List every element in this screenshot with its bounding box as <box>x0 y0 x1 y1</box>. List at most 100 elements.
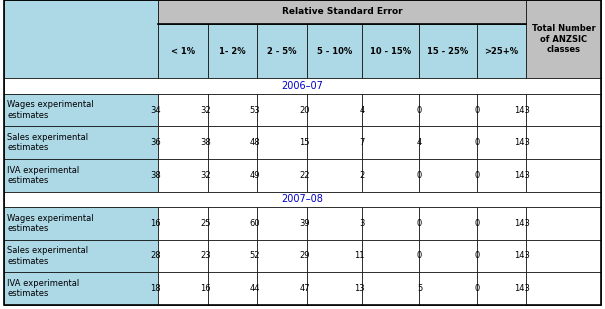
Text: 2006–07: 2006–07 <box>281 81 324 91</box>
Text: 29: 29 <box>299 252 310 260</box>
Text: 11: 11 <box>354 252 365 260</box>
Bar <box>419 272 477 305</box>
Bar <box>307 94 362 126</box>
Bar <box>158 24 208 78</box>
Bar <box>526 0 601 78</box>
Text: 49: 49 <box>250 171 260 180</box>
Text: 143: 143 <box>514 105 529 115</box>
Text: 10 - 15%: 10 - 15% <box>370 47 411 56</box>
Bar <box>4 126 158 159</box>
Text: 39: 39 <box>299 219 310 228</box>
Bar <box>362 126 419 159</box>
Bar <box>307 159 362 192</box>
Text: 38: 38 <box>150 171 161 180</box>
Bar <box>158 272 208 305</box>
Text: 13: 13 <box>354 284 365 293</box>
Bar <box>208 126 257 159</box>
Text: 0: 0 <box>474 284 480 293</box>
Text: 34: 34 <box>151 105 161 115</box>
Bar <box>4 207 158 240</box>
Text: 2: 2 <box>359 171 365 180</box>
Bar <box>477 272 526 305</box>
Bar <box>208 207 257 240</box>
Bar <box>307 207 362 240</box>
Bar <box>477 159 526 192</box>
Bar <box>526 159 601 192</box>
Text: 0: 0 <box>474 219 480 228</box>
Text: 16: 16 <box>200 284 211 293</box>
Text: 16: 16 <box>151 219 161 228</box>
Text: 28: 28 <box>151 252 161 260</box>
Bar <box>307 272 362 305</box>
Text: 0: 0 <box>417 219 422 228</box>
Text: 143: 143 <box>514 171 529 180</box>
Text: 32: 32 <box>200 105 211 115</box>
Bar <box>477 207 526 240</box>
Text: 0: 0 <box>417 105 422 115</box>
Bar <box>362 272 419 305</box>
Text: 20: 20 <box>299 105 310 115</box>
Bar <box>4 159 158 192</box>
Text: 143: 143 <box>514 284 529 293</box>
Bar <box>362 207 419 240</box>
Text: 4: 4 <box>359 105 365 115</box>
Text: 38: 38 <box>200 138 211 147</box>
Text: 2 - 5%: 2 - 5% <box>267 47 297 56</box>
Text: < 1%: < 1% <box>171 47 195 56</box>
Bar <box>419 24 477 78</box>
Text: 7: 7 <box>359 138 365 147</box>
Bar <box>419 240 477 272</box>
Text: 0: 0 <box>417 252 422 260</box>
Text: 1- 2%: 1- 2% <box>219 47 246 56</box>
Bar <box>257 207 307 240</box>
Bar <box>307 126 362 159</box>
Text: 143: 143 <box>514 219 529 228</box>
Text: Wages experimental
estimates: Wages experimental estimates <box>7 214 94 233</box>
Text: 143: 143 <box>514 138 529 147</box>
Text: 44: 44 <box>250 284 260 293</box>
Bar <box>158 159 208 192</box>
Bar <box>158 94 208 126</box>
Bar <box>362 94 419 126</box>
Bar <box>208 94 257 126</box>
Text: 143: 143 <box>514 252 529 260</box>
Bar <box>477 24 526 78</box>
Text: Relative Standard Error: Relative Standard Error <box>282 7 402 16</box>
Text: Total Number
of ANZSIC
classes: Total Number of ANZSIC classes <box>532 24 596 54</box>
Bar <box>4 240 158 272</box>
Text: 60: 60 <box>250 219 260 228</box>
Bar <box>419 94 477 126</box>
Text: 15 - 25%: 15 - 25% <box>427 47 469 56</box>
Text: 52: 52 <box>250 252 260 260</box>
Bar <box>526 94 601 126</box>
Bar <box>362 240 419 272</box>
Bar <box>526 272 601 305</box>
Bar <box>158 240 208 272</box>
Bar <box>158 0 526 24</box>
Text: 53: 53 <box>250 105 260 115</box>
Bar <box>4 94 158 126</box>
Text: 15: 15 <box>299 138 310 147</box>
Bar <box>4 272 158 305</box>
Bar <box>419 126 477 159</box>
Bar <box>208 159 257 192</box>
Text: Sales experimental
estimates: Sales experimental estimates <box>7 133 88 152</box>
Text: 23: 23 <box>200 252 211 260</box>
Bar <box>362 24 419 78</box>
Bar <box>208 272 257 305</box>
Text: 36: 36 <box>150 138 161 147</box>
Bar <box>477 94 526 126</box>
Text: 0: 0 <box>417 171 422 180</box>
Bar <box>4 78 601 94</box>
Bar <box>257 126 307 159</box>
Bar <box>257 94 307 126</box>
Bar <box>419 159 477 192</box>
Bar <box>477 240 526 272</box>
Text: 0: 0 <box>474 105 480 115</box>
Text: IVA experimental
estimates: IVA experimental estimates <box>7 166 79 185</box>
Bar <box>257 240 307 272</box>
Bar <box>526 126 601 159</box>
Bar <box>257 24 307 78</box>
Bar <box>307 24 362 78</box>
Bar <box>208 240 257 272</box>
